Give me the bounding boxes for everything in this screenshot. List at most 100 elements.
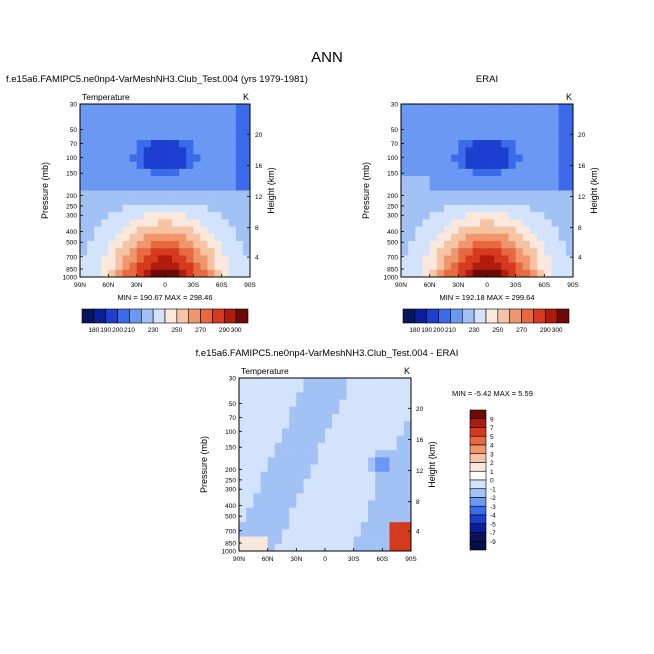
- field-cell: [522, 233, 531, 242]
- field-cell: [353, 414, 362, 422]
- colorbar-swatch: [414, 308, 428, 324]
- field-cell: [289, 514, 297, 523]
- field-cell: [80, 212, 88, 220]
- field-cell: [472, 140, 481, 148]
- field-cell: [260, 514, 268, 523]
- field-cell: [157, 204, 166, 213]
- colorbar-label: 3: [490, 451, 494, 458]
- field-cell: [108, 118, 116, 126]
- field-cell: [242, 111, 251, 119]
- field-cell: [108, 212, 116, 220]
- field-cell: [389, 514, 397, 523]
- field-cell: [246, 428, 254, 436]
- field-cell: [108, 269, 116, 278]
- field-cell: [537, 154, 545, 162]
- field-cell: [157, 197, 166, 206]
- field-cell: [186, 248, 194, 256]
- field-cell: [537, 168, 545, 177]
- field-cell: [565, 255, 574, 263]
- field-cell: [451, 269, 459, 278]
- field-cell: [207, 212, 215, 220]
- field-cell: [436, 168, 445, 177]
- field-cell: [558, 269, 567, 278]
- field-cell: [458, 125, 466, 134]
- field-cell: [558, 197, 567, 206]
- field-cell: [375, 536, 383, 545]
- field-cell: [415, 125, 423, 134]
- field-cell: [136, 118, 145, 126]
- x-tick-label: 90S: [567, 282, 579, 289]
- field-cell: [296, 421, 304, 429]
- field-cell: [193, 233, 201, 242]
- field-cell: [228, 176, 237, 184]
- field-cell: [382, 421, 390, 429]
- field-cell: [346, 507, 354, 516]
- field-cell: [143, 132, 152, 141]
- field-cell: [436, 269, 445, 278]
- field-cell: [186, 204, 194, 213]
- field-cell: [429, 168, 438, 177]
- field-cell: [87, 176, 95, 184]
- field-cell: [368, 385, 376, 393]
- field-cell: [221, 197, 230, 206]
- field-cell: [353, 514, 362, 523]
- field-cell: [494, 147, 502, 155]
- field-cell: [353, 378, 362, 386]
- field-cell: [565, 125, 574, 134]
- field-cell: [401, 269, 409, 278]
- field-cell: [332, 486, 340, 494]
- field-cell: [260, 435, 268, 444]
- field-cell: [186, 161, 194, 170]
- field-cell: [282, 435, 290, 444]
- field-cell: [228, 147, 237, 155]
- field-cell: [451, 197, 459, 206]
- field-cell: [143, 104, 152, 112]
- y-tick-label: 70: [391, 141, 399, 148]
- field-cell: [530, 176, 538, 184]
- field-cell: [415, 154, 423, 162]
- field-cell: [108, 111, 116, 119]
- field-cell: [310, 392, 319, 400]
- field-cell: [282, 486, 290, 494]
- field-cell: [274, 522, 283, 530]
- field-cell: [136, 262, 145, 271]
- field-cell: [382, 529, 390, 537]
- field-cell: [143, 118, 152, 126]
- field-cell: [157, 226, 166, 235]
- field-cell: [87, 104, 95, 112]
- field-cell: [150, 226, 159, 235]
- field-cell: [303, 435, 311, 444]
- field-cell: [150, 212, 159, 220]
- field-cell: [436, 154, 445, 162]
- y-tick-label: 100: [387, 155, 398, 162]
- field-cell: [317, 450, 326, 458]
- field-cell: [172, 212, 180, 220]
- field-cell: [465, 161, 473, 170]
- field-cell: [282, 500, 290, 509]
- field-cell: [422, 154, 430, 162]
- units-label: K: [566, 92, 572, 102]
- field-cell: [274, 500, 283, 509]
- field-cell: [242, 204, 251, 213]
- field-cell: [382, 514, 390, 523]
- colorbar-swatch: [176, 308, 190, 324]
- field-cell: [317, 435, 326, 444]
- field-cell: [408, 226, 416, 235]
- field-cell: [332, 428, 340, 436]
- field-cell: [80, 269, 88, 278]
- field-cell: [444, 104, 452, 112]
- field-cell: [522, 104, 531, 112]
- field-cell: [242, 140, 251, 148]
- field-cell: [332, 457, 340, 465]
- field-cell: [332, 529, 340, 537]
- field-cell: [282, 450, 290, 458]
- field-cell: [325, 507, 333, 516]
- field-cell: [186, 104, 194, 112]
- field-cell: [235, 226, 244, 235]
- field-cell: [339, 435, 347, 444]
- colorbar-swatch: [544, 308, 558, 324]
- field-cell: [317, 392, 326, 400]
- min-max-label: MIN = 192.18 MAX = 299.64: [439, 293, 534, 302]
- field-cell: [501, 183, 509, 191]
- field-cell: [136, 248, 145, 256]
